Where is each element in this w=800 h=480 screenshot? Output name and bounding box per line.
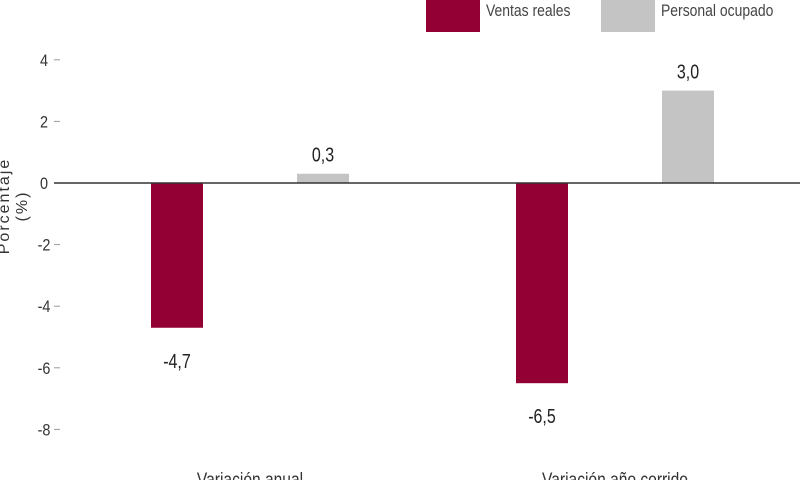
y-tick-label: -2 (38, 237, 51, 255)
legend-label-personal: Personal ocupado (661, 1, 774, 20)
y-tick-label: 4 (40, 52, 48, 70)
bar-personal-1 (662, 90, 714, 183)
legend-item-personal: Personal ocupado (601, 0, 798, 32)
y-tick-label: -6 (38, 360, 51, 378)
bar-personal-0 (297, 173, 349, 183)
x-category-label: Variación anual (197, 469, 303, 480)
legend-item-ventas: Ventas reales (426, 0, 589, 32)
legend-swatch-ventas (426, 0, 480, 32)
legend-swatch-personal (601, 0, 656, 32)
x-category-label: Variación año corrido (542, 469, 688, 480)
bar-ventas-0 (151, 183, 203, 328)
y-tick-label: -4 (38, 298, 51, 316)
y-tick-label: 0 (40, 175, 48, 193)
legend: Ventas reales Personal ocupado (426, 0, 800, 34)
y-tick-label: -8 (38, 421, 51, 439)
data-label: 0,3 (312, 144, 334, 166)
legend-label-ventas: Ventas reales (486, 1, 571, 20)
bar-ventas-1 (516, 183, 568, 384)
data-label: 3,0 (677, 61, 699, 83)
data-label: -6,5 (528, 406, 556, 428)
data-label: -4,7 (163, 350, 191, 372)
y-tick-label: 2 (40, 113, 48, 131)
